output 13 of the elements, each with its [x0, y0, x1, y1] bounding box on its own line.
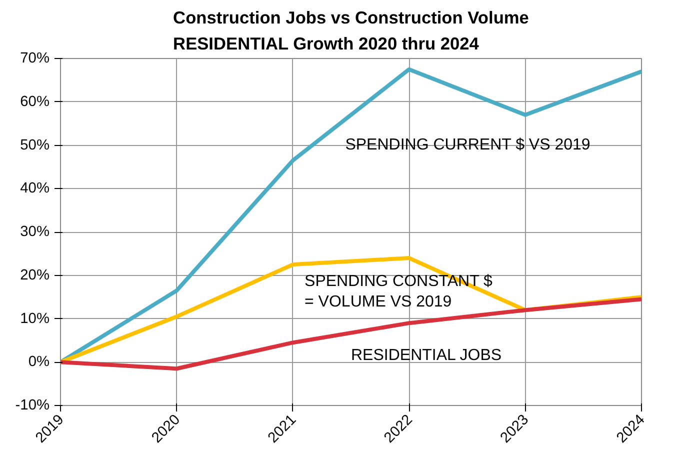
y-tick-label: 60%: [20, 94, 50, 110]
line-series: [60, 297, 642, 371]
y-tick-label: 50%: [20, 137, 50, 154]
y-tick-label: 20%: [20, 267, 50, 284]
series-label: SPENDING CURRENT $ VS 2019: [345, 136, 590, 154]
y-tick-label: -10%: [15, 398, 50, 414]
y-tick-label: 40%: [20, 180, 50, 197]
series-label: RESIDENTIAL JOBS: [351, 346, 502, 364]
y-tick-label: 70%: [20, 50, 50, 66]
y-tick-label: 0%: [28, 354, 50, 370]
y-tick-label: 30%: [20, 224, 50, 240]
chart-title: Construction Jobs vs Construction Volume RESIDENTIAL Growth 2020 thru 2024: [173, 8, 530, 54]
y-tick-label: 10%: [20, 310, 50, 327]
